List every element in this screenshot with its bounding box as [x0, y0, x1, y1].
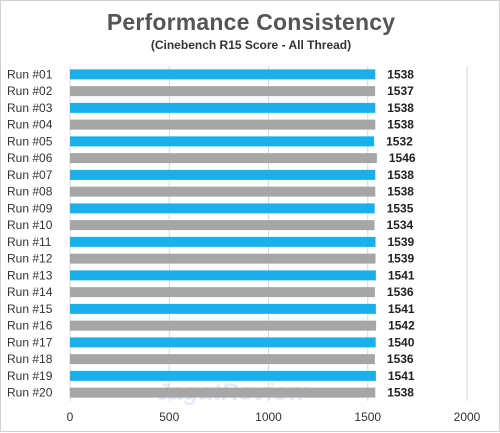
bar	[70, 203, 375, 214]
bar	[70, 370, 376, 381]
data-label: 1538	[387, 67, 414, 81]
tick-label: 2000	[454, 410, 481, 424]
category-label: Run #12	[7, 252, 53, 266]
category-label: Run #19	[7, 369, 53, 383]
chart-title: Performance Consistency	[106, 9, 396, 35]
data-label: 1534	[386, 218, 413, 232]
category-label: Run #03	[7, 101, 53, 115]
bar	[70, 303, 376, 314]
data-label: 1536	[387, 352, 414, 366]
bar	[70, 387, 376, 398]
category-label: Run #04	[7, 118, 53, 132]
category-label: Run #13	[7, 268, 53, 282]
bar	[70, 169, 376, 180]
data-label: 1532	[386, 134, 413, 148]
tick-label: 0	[67, 410, 74, 424]
data-label: 1536	[387, 285, 414, 299]
category-label: Run #10	[7, 218, 53, 232]
bar	[70, 287, 375, 298]
bar	[70, 220, 375, 231]
bar	[70, 186, 376, 197]
bar	[70, 270, 376, 281]
bar	[70, 86, 376, 97]
bar	[70, 354, 375, 365]
bar	[70, 337, 376, 348]
data-label: 1538	[387, 168, 414, 182]
data-label: 1538	[387, 118, 414, 132]
bar	[70, 102, 376, 113]
data-label: 1537	[387, 84, 414, 98]
data-label: 1535	[387, 201, 414, 215]
bar	[70, 136, 375, 147]
bar	[70, 253, 376, 264]
data-label: 1540	[388, 335, 415, 349]
category-label: Run #08	[7, 185, 53, 199]
category-label: Run #11	[7, 235, 52, 249]
bar	[70, 153, 377, 164]
category-label: Run #02	[7, 84, 53, 98]
data-label: 1541	[388, 369, 415, 383]
data-label: 1541	[388, 268, 415, 282]
category-label: Run #01	[7, 67, 53, 81]
data-label: 1539	[387, 235, 414, 249]
category-label: Run #09	[7, 201, 53, 215]
bar	[70, 119, 376, 130]
bar	[70, 236, 376, 247]
data-label: 1542	[388, 319, 415, 333]
category-label: Run #16	[7, 319, 53, 333]
category-label: Run #20	[7, 386, 53, 400]
bar	[70, 320, 377, 331]
data-label: 1546	[389, 151, 416, 165]
data-label: 1538	[387, 185, 414, 199]
data-label: 1541	[388, 302, 415, 316]
category-label: Run #05	[7, 134, 53, 148]
tick-label: 500	[159, 410, 179, 424]
category-label: Run #15	[7, 302, 53, 316]
tick-label: 1000	[255, 410, 282, 424]
category-label: Run #07	[7, 168, 53, 182]
category-label: Run #18	[7, 352, 53, 366]
chart-subtitle: (Cinebench R15 Score - All Thread)	[150, 38, 352, 52]
category-label: Run #14	[7, 285, 53, 299]
bar	[70, 69, 376, 80]
category-label: Run #17	[7, 335, 53, 349]
data-label: 1539	[387, 252, 414, 266]
category-label: Run #06	[7, 151, 53, 165]
data-label: 1538	[387, 101, 414, 115]
data-label: 1538	[387, 386, 414, 400]
tick-label: 1500	[354, 410, 381, 424]
